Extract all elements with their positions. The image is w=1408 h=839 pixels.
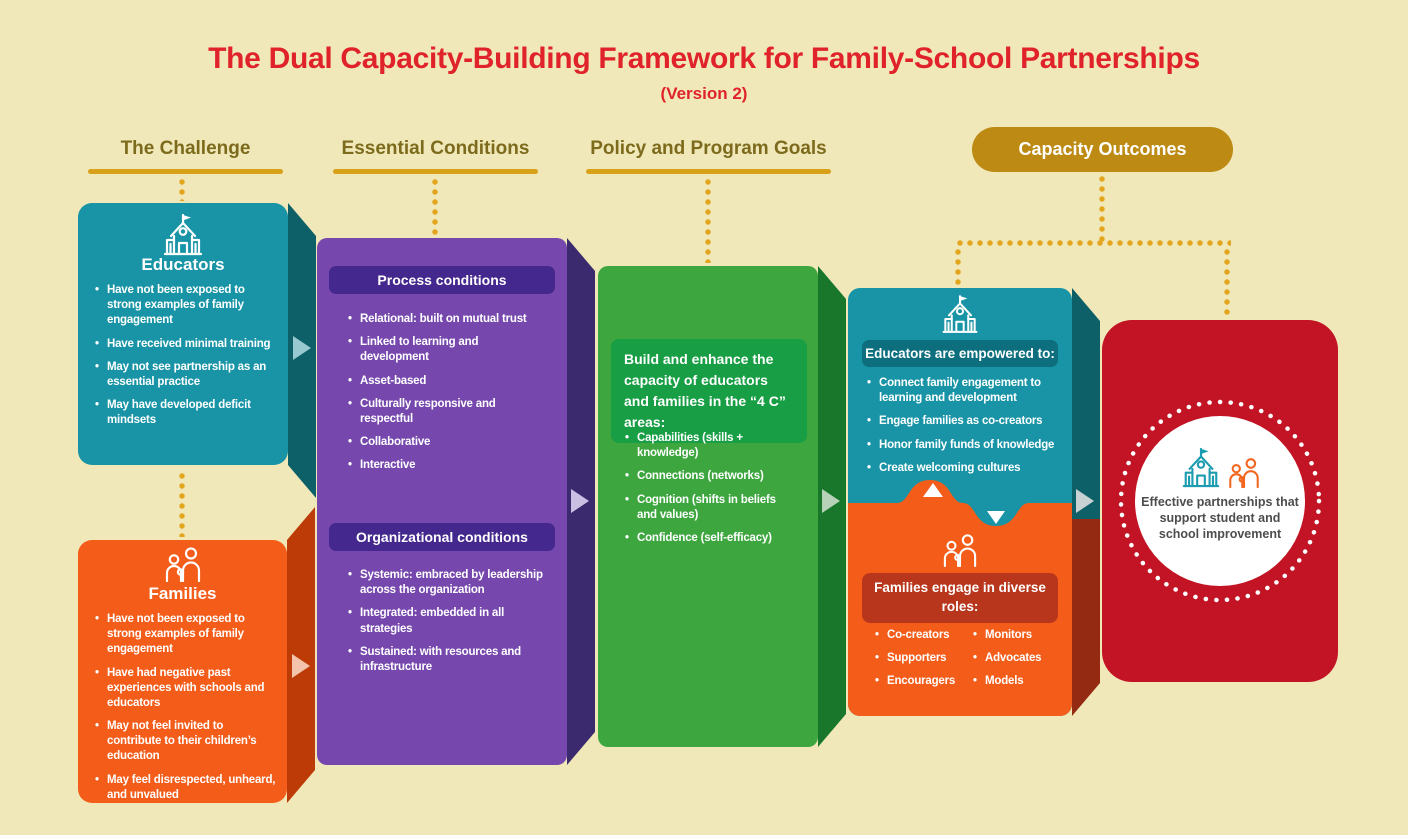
bullet-item: Systemic: embraced by leadership across … [347, 568, 543, 598]
families-roles-col1: Co-creators Supporters Encouragers [874, 628, 972, 698]
bullet-item: Have received minimal training [94, 337, 276, 352]
column-header-challenge: The Challenge [120, 138, 251, 159]
result-circle: Effective partnerships that support stud… [1135, 416, 1305, 586]
bullet-item: Cognition (shifts in beliefs and values) [624, 493, 796, 523]
dotted-connector [179, 177, 185, 201]
family-icon [78, 546, 287, 582]
essential-conditions-box: Process conditions Relational: built on … [317, 238, 567, 765]
teal-orange-wave-divider [848, 480, 1072, 535]
family-icon [848, 533, 1072, 567]
dotted-connector [705, 177, 711, 263]
bullet-item: Advocates [972, 651, 1056, 666]
families-challenge-box: Families Have not been exposed to strong… [78, 540, 287, 803]
dotted-connector [179, 471, 185, 537]
organizational-conditions-list: Systemic: embraced by leadership across … [347, 568, 543, 683]
version-subtitle: (Version 2) [660, 84, 748, 103]
bullet-item: Encouragers [874, 674, 972, 689]
bullet-item: Capabilities (skills + knowledge) [624, 431, 796, 461]
bullet-item: Have had negative past experiences with … [94, 666, 276, 712]
result-text: Effective partnerships that support stud… [1141, 495, 1299, 541]
bullet-item: Interactive [347, 458, 543, 473]
policy-underline [586, 169, 831, 174]
families-roles-col2: Monitors Advocates Models [972, 628, 1056, 698]
school-icon [78, 212, 288, 256]
bullet-item: May not see partnership as an essential … [94, 360, 276, 390]
organizational-conditions-badge: Organizational conditions [329, 523, 555, 551]
bullet-item: Engage families as co-creators [866, 414, 1062, 429]
dotted-connector [955, 240, 1231, 246]
process-conditions-list: Relational: built on mutual trust Linked … [347, 312, 543, 481]
column-header-policy-goals: Policy and Program Goals [590, 138, 827, 159]
bullet-item: Sustained: with resources and infrastruc… [347, 645, 543, 675]
four-c-header-badge: Build and enhance the capacity of educat… [611, 339, 807, 443]
bullet-item: Supporters [874, 651, 972, 666]
bullet-item: Create welcoming cultures [866, 461, 1062, 476]
educators-challenge-box: Educators Have not been exposed to stron… [78, 203, 288, 465]
essential-underline [333, 169, 538, 174]
arrow-right-icon [571, 489, 589, 513]
arrow-right-icon [1076, 489, 1094, 513]
column-header-essential-conditions: Essential Conditions [341, 138, 530, 159]
arrow-right-icon [293, 336, 311, 360]
arrow-down-icon [987, 511, 1005, 524]
arrow-right-icon [292, 654, 310, 678]
bullet-item: Linked to learning and development [347, 335, 543, 365]
policy-program-goals-box: Build and enhance the capacity of educat… [598, 266, 818, 747]
bullet-item: Confidence (self-efficacy) [624, 531, 796, 546]
bottom-edge [0, 835, 1408, 839]
bullet-item: Collaborative [347, 435, 543, 450]
bullet-item: Models [972, 674, 1056, 689]
capacity-outcomes-pill: Capacity Outcomes [972, 127, 1233, 172]
families-roles-columns: Co-creators Supporters Encouragers Monitor… [874, 628, 1056, 698]
bullet-item: Asset-based [347, 374, 543, 389]
dotted-connector [1099, 174, 1105, 243]
process-conditions-badge: Process conditions [329, 266, 555, 294]
bullet-item: Monitors [972, 628, 1056, 643]
bullet-item: Have not been exposed to strong examples… [94, 612, 276, 658]
challenge-underline [88, 169, 283, 174]
bullet-item: Honor family funds of knowledge [866, 438, 1062, 453]
bullet-item: Co-creators [874, 628, 972, 643]
school-icon [848, 293, 1072, 334]
capacity-outcomes-box: Educators are empowered to: Connect fami… [848, 288, 1072, 716]
bullet-item: Integrated: embedded in all strategies [347, 606, 543, 636]
page-title: The Dual Capacity-Building Framework for… [208, 42, 1200, 75]
bullet-item: Connect family engagement to learning an… [866, 376, 1062, 406]
school-family-icon [1135, 446, 1305, 488]
bullet-item: Relational: built on mutual trust [347, 312, 543, 327]
educators-empowered-badge: Educators are empowered to: [862, 340, 1058, 367]
arrow-up-icon [923, 483, 943, 497]
dotted-connector [432, 177, 438, 236]
bullet-item: May feel disrespected, unheard, and unva… [94, 773, 276, 803]
educators-challenge-list: Have not been exposed to strong examples… [94, 283, 276, 436]
four-c-list: Capabilities (skills + knowledge) Connect… [624, 431, 796, 554]
dotted-ring [1118, 399, 1322, 603]
bullet-item: Connections (networks) [624, 469, 796, 484]
families-roles-badge: Families engage in diverse roles: [862, 573, 1058, 623]
bullet-item: May not feel invited to contribute to th… [94, 719, 276, 765]
families-challenge-list: Have not been exposed to strong examples… [94, 612, 276, 811]
bullet-item: Have not been exposed to strong examples… [94, 283, 276, 329]
educators-title: Educators [141, 255, 225, 274]
effective-partnerships-box: Effective partnerships that support stud… [1102, 320, 1338, 682]
dotted-connector [955, 247, 961, 287]
families-title: Families [148, 584, 217, 603]
dotted-connector [1224, 247, 1230, 319]
educators-empowered-list: Connect family engagement to learning an… [866, 376, 1062, 484]
bullet-item: May have developed deficit mindsets [94, 398, 276, 428]
bullet-item: Culturally responsive and respectful [347, 397, 543, 427]
arrow-right-icon [822, 489, 840, 513]
